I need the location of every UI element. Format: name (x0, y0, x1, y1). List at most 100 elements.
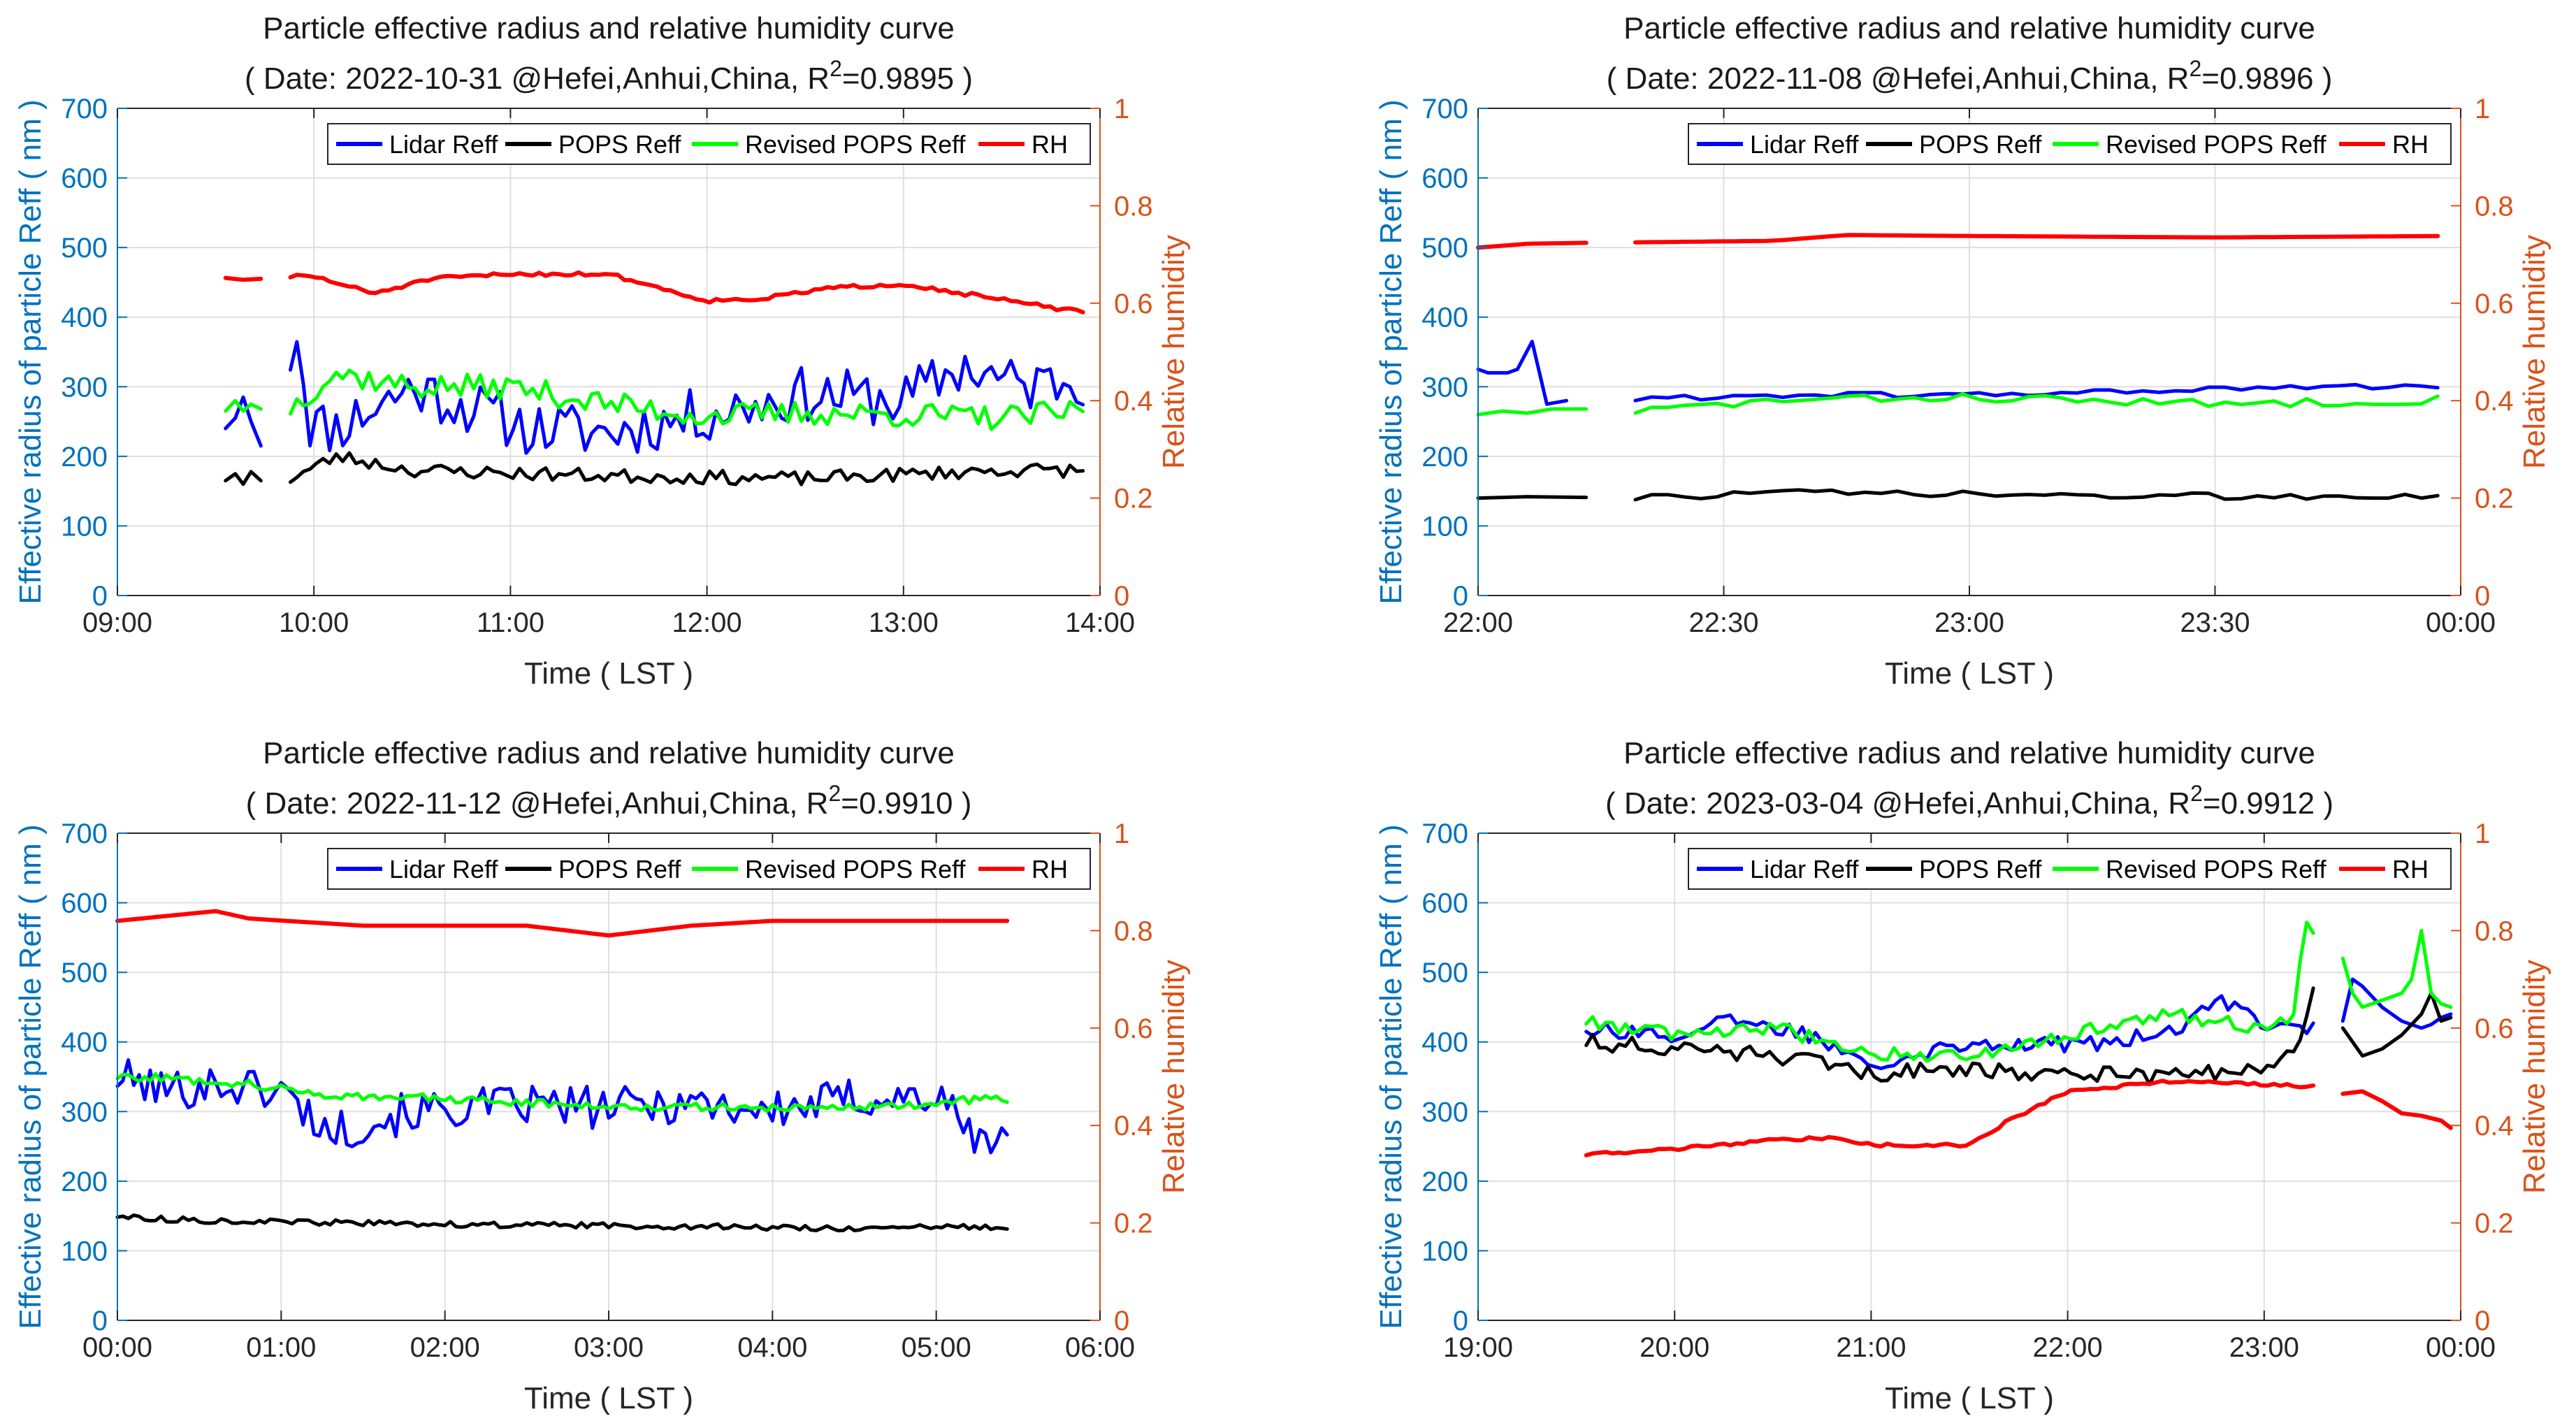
y-tick-label: 200 (61, 442, 108, 473)
x-tick-label: 01:00 (246, 1332, 316, 1363)
y-tick-label: 700 (1421, 94, 1468, 124)
subtitle-superscript: 2 (830, 56, 842, 81)
legend-item: Revised POPS Reff (692, 855, 966, 884)
legend-label: Lidar Reff (389, 130, 498, 159)
legend-label: Revised POPS Reff (2106, 855, 2327, 884)
series-line (1584, 994, 2315, 1071)
y-tick-label: 200 (1421, 1167, 1468, 1197)
y-tick-label: 600 (1421, 888, 1468, 919)
legend: Lidar Reff POPS Reff Revised POPS Reff RH (327, 123, 1091, 165)
y-tick-label: 200 (61, 1167, 108, 1197)
y2-tick-label: 0.4 (1114, 1111, 1153, 1141)
x-tick-label: 19:00 (1443, 1332, 1513, 1363)
y2-tick-label: 0.8 (1114, 916, 1153, 946)
y2-tick-label: 0.2 (2475, 1209, 2514, 1239)
legend-label: Lidar Reff (1750, 130, 1859, 159)
series-lidar-reff (224, 340, 1085, 455)
subtitle-prefix: ( Date: 2022-11-08 @Hefei,Anhui,China, R (1607, 62, 2190, 96)
series-line (2340, 991, 2453, 1058)
series-line (1633, 488, 2440, 502)
y2-tick-label: 0.8 (2475, 916, 2514, 946)
x-axis-label: Time ( LST ) (524, 656, 693, 691)
legend-item: Revised POPS Reff (692, 130, 966, 159)
series-line (289, 340, 1085, 455)
legend-label: Lidar Reff (389, 855, 498, 884)
series-line (289, 368, 1085, 431)
legend-box (1688, 123, 2452, 165)
series-line (1633, 233, 2440, 245)
series-line (115, 1058, 1009, 1155)
series-revised-pops-reff (115, 1072, 1009, 1113)
series-rh (1584, 1079, 2453, 1157)
x-tick-label: 00:00 (2426, 1332, 2496, 1363)
y2-tick-label: 0.2 (1114, 484, 1153, 514)
legend-item: RH (978, 130, 1068, 159)
y2-tick-label: 1 (2475, 94, 2490, 124)
y2-tick-label: 0 (1114, 1306, 1129, 1336)
y-axis-label: Effective radius of particle Reff ( nm ) (1374, 99, 1408, 604)
y-tick-label: 700 (61, 818, 108, 849)
series-rh (1476, 233, 2440, 250)
series-line (288, 270, 1085, 315)
legend-item: RH (2339, 130, 2429, 159)
legend-label: POPS Reff (558, 130, 681, 159)
y-tick-label: 500 (1421, 233, 1468, 264)
y2-tick-label: 0 (2475, 581, 2490, 612)
legend-label: POPS Reff (558, 855, 681, 884)
subtitle-prefix: ( Date: 2022-11-12 @Hefei,Anhui,China, R (246, 786, 829, 821)
series-revised-pops-reff (1584, 921, 2453, 1063)
series-line (2340, 928, 2453, 1009)
x-tick-label: 05:00 (902, 1332, 971, 1363)
y2-tick-label: 0 (2475, 1306, 2490, 1336)
y-tick-label: 700 (1421, 818, 1468, 849)
series-line (1476, 407, 1589, 417)
y2-tick-label: 0.6 (2475, 289, 2514, 319)
series-lidar-reff (1584, 977, 2453, 1071)
chart-subtitle: ( Date: 2022-10-31 @Hefei,Anhui,China, R… (245, 56, 973, 96)
subtitle-superscript: 2 (2189, 56, 2201, 81)
subtitle-suffix: =0.9895 ) (842, 62, 973, 96)
series-line (115, 1213, 1009, 1233)
plot-area (1478, 833, 2461, 1320)
legend-item: POPS Reff (505, 855, 681, 884)
y-tick-label: 400 (1421, 1027, 1468, 1058)
x-tick-label: 22:00 (1443, 607, 1513, 638)
y-tick-label: 600 (61, 888, 108, 919)
y-tick-label: 400 (61, 1027, 108, 1058)
y2-axis-label: Relative humidity (1157, 235, 1191, 469)
subtitle-suffix: =0.9910 ) (841, 786, 971, 821)
y-tick-label: 0 (1453, 581, 1468, 612)
chart-title: Particle effective radius and relative h… (1623, 11, 2315, 45)
legend-label: RH (1032, 130, 1068, 159)
y2-tick-label: 0.6 (1114, 289, 1153, 319)
x-tick-label: 23:00 (2229, 1332, 2299, 1363)
series-revised-pops-reff (224, 368, 1085, 431)
y-tick-label: 300 (1421, 1097, 1468, 1127)
series-line (1476, 495, 1589, 500)
legend-label: RH (1032, 855, 1068, 884)
x-axis-label: Time ( LST ) (1885, 1381, 2054, 1415)
y2-tick-label: 1 (2475, 818, 2490, 849)
subtitle-suffix: =0.9896 ) (2201, 62, 2332, 96)
chart-panel-4: 19:00 20:00 21:00 22:00 23:00 00:000100200300… (1374, 736, 2552, 1415)
series-pops-reff (224, 451, 1085, 486)
series-line (224, 470, 263, 486)
y2-axis-label: Relative humidity (1157, 960, 1191, 1194)
y-axis-label: Effective radius of particle Reff ( nm ) (1374, 824, 1408, 1329)
x-tick-label: 00:00 (2426, 607, 2496, 638)
series-line (223, 275, 263, 282)
y-tick-label: 600 (1421, 164, 1468, 194)
x-axis-label: Time ( LST ) (524, 1381, 693, 1415)
series-line (2340, 977, 2453, 1030)
legend-item: Lidar Reff (336, 130, 498, 159)
legend: Lidar Reff POPS Reff Revised POPS Reff RH (1688, 848, 2452, 890)
y-tick-label: 300 (61, 372, 108, 403)
chart-title: Particle effective radius and relative h… (263, 736, 955, 770)
legend: Lidar Reff POPS Reff Revised POPS Reff RH (1688, 123, 2452, 165)
x-tick-label: 10:00 (279, 607, 349, 638)
series-line (289, 451, 1085, 486)
x-tick-label: 13:00 (869, 607, 939, 638)
series-line (115, 1072, 1009, 1113)
y2-tick-label: 1 (1114, 94, 1129, 124)
